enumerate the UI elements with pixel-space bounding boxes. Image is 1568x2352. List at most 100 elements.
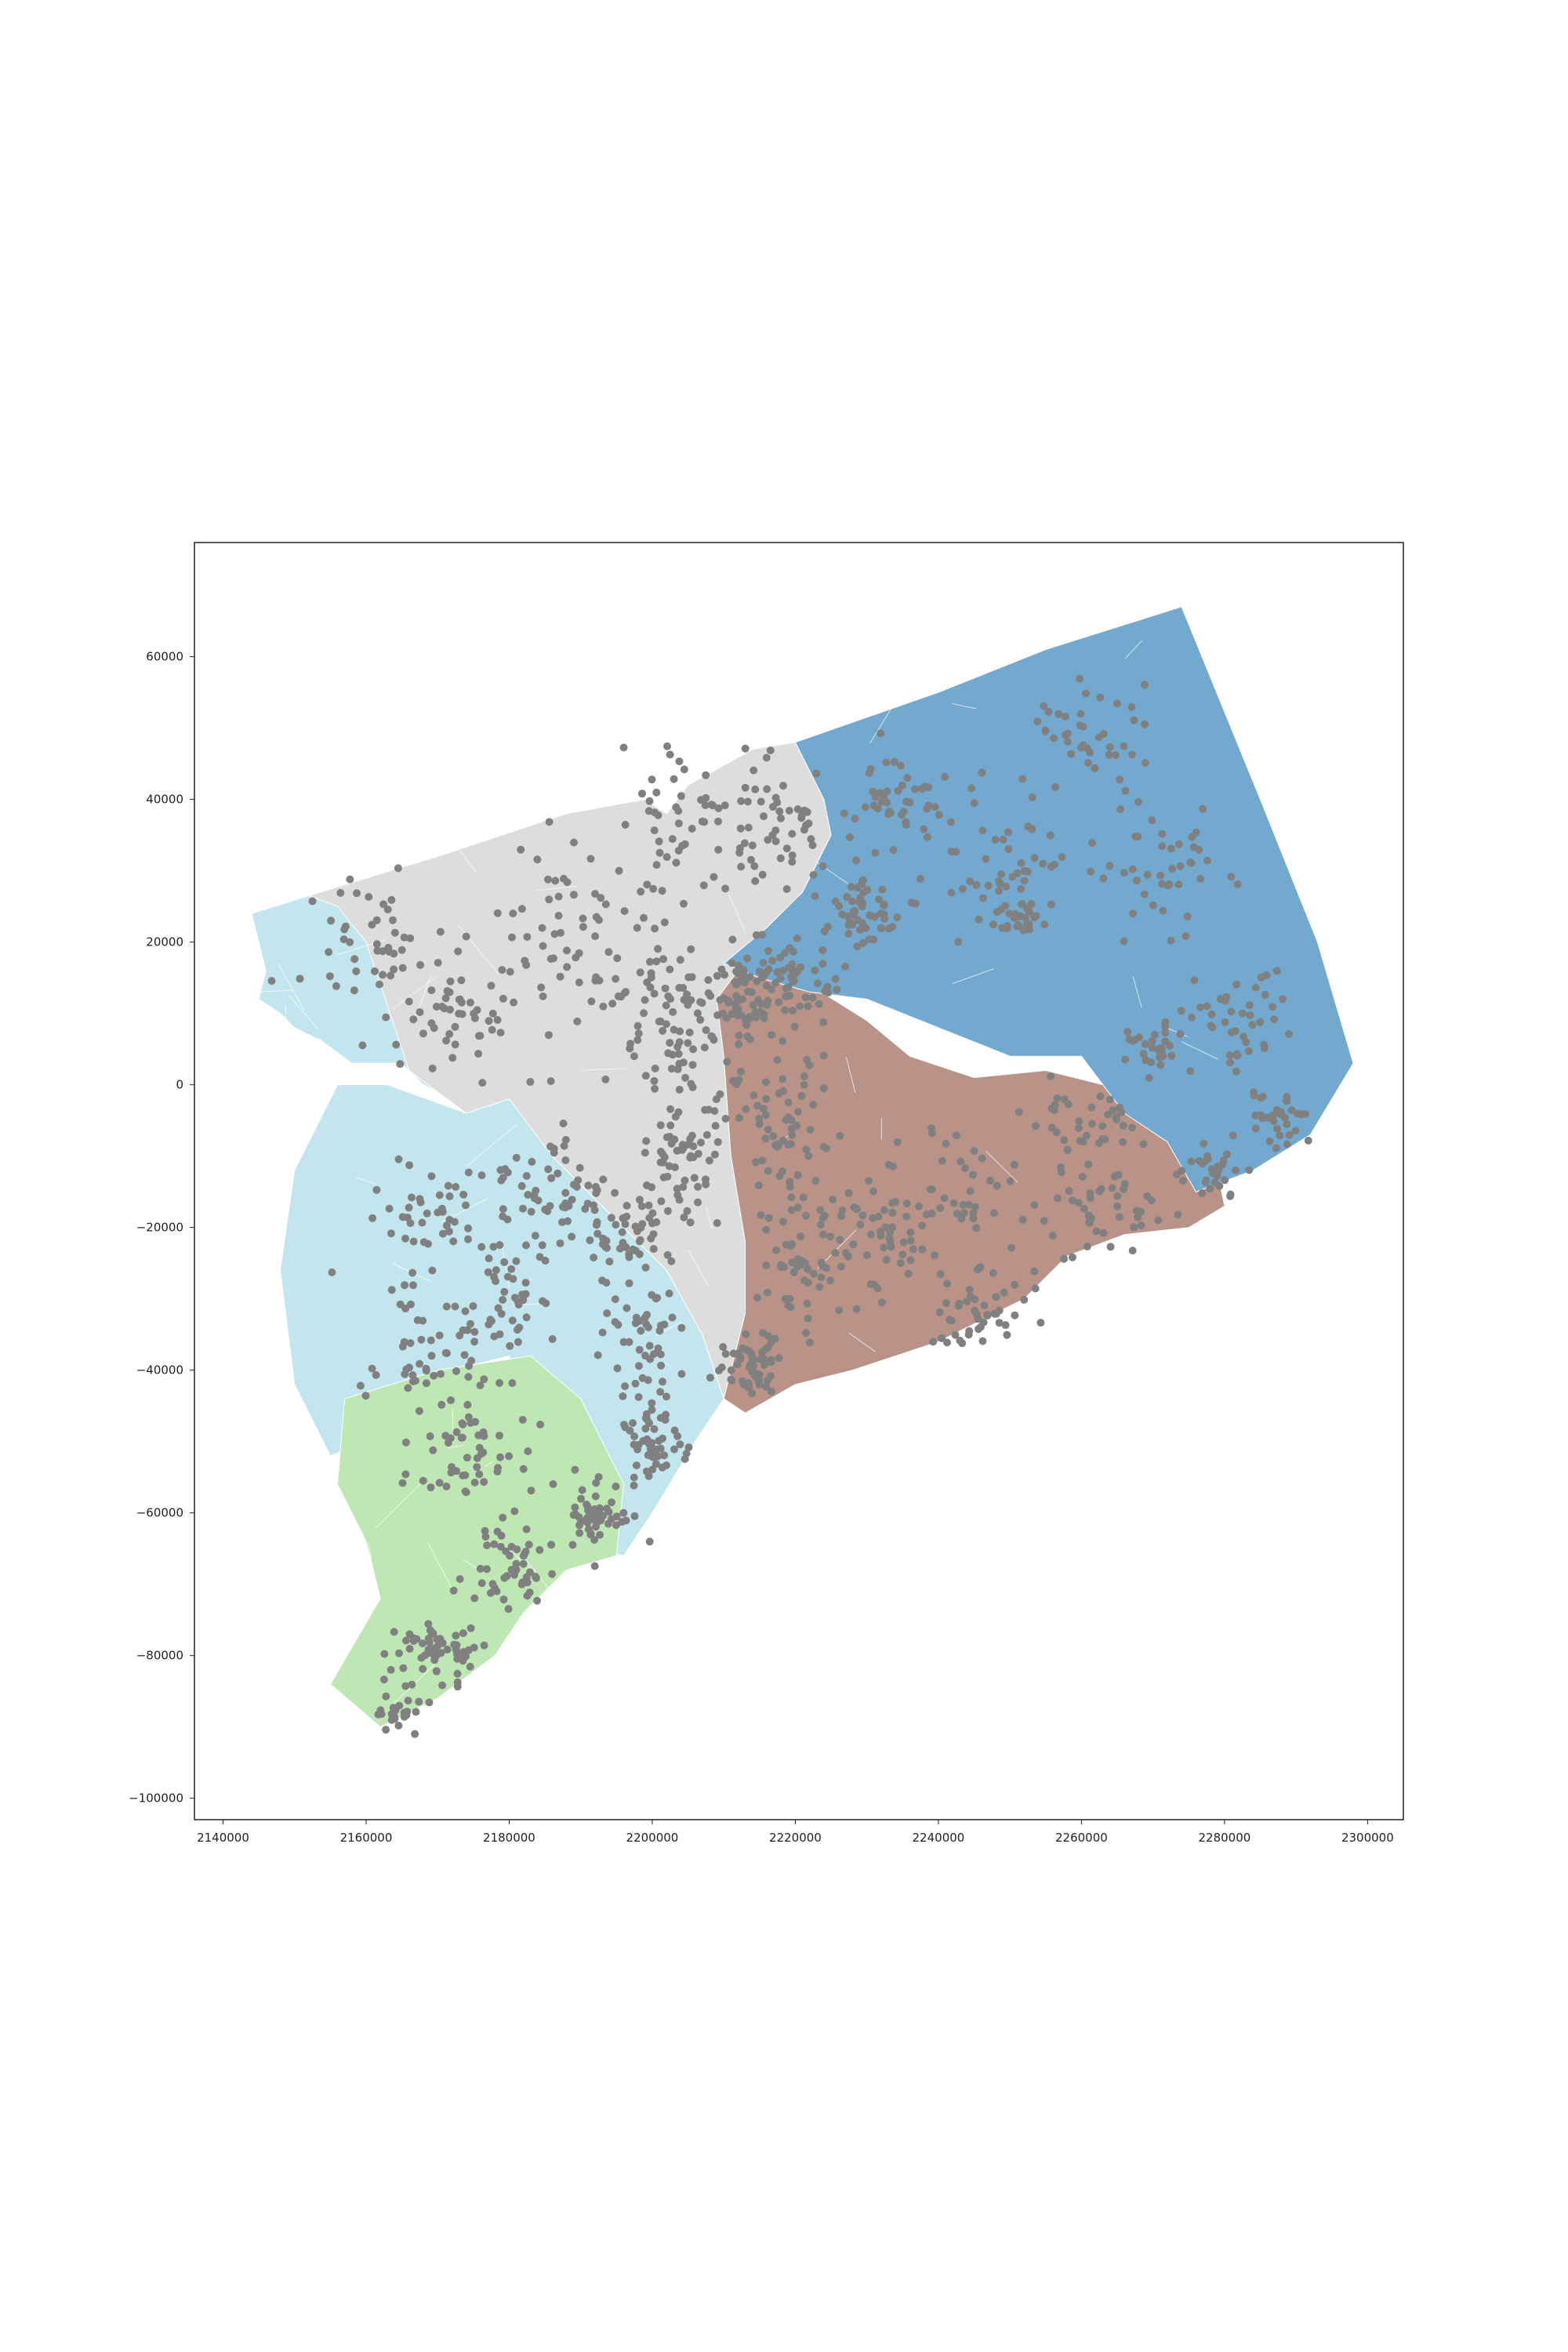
data-point — [542, 1299, 550, 1308]
data-point — [1229, 1131, 1237, 1140]
data-point — [786, 1178, 794, 1186]
data-point — [444, 1181, 452, 1190]
data-point — [508, 1379, 517, 1388]
data-point — [487, 982, 495, 990]
border-line — [373, 806, 386, 856]
data-point — [652, 788, 661, 797]
data-point — [453, 1669, 462, 1678]
data-point — [408, 1680, 416, 1689]
data-point — [442, 1221, 451, 1230]
data-point — [506, 967, 514, 976]
data-point — [546, 1142, 554, 1151]
data-point — [1108, 1184, 1116, 1192]
data-point — [676, 1027, 684, 1036]
data-point — [818, 946, 827, 954]
data-point — [1044, 707, 1053, 716]
data-point — [385, 1204, 394, 1213]
data-point — [649, 1245, 658, 1253]
data-point — [762, 1382, 771, 1391]
data-point — [548, 1570, 557, 1578]
data-point — [722, 1014, 731, 1022]
data-point — [735, 1040, 743, 1048]
data-point — [391, 1706, 400, 1715]
data-point — [1130, 716, 1138, 724]
data-point — [680, 1213, 688, 1221]
data-point — [523, 1592, 532, 1600]
data-point — [641, 1263, 650, 1272]
data-point — [641, 1313, 649, 1322]
data-point — [739, 1381, 748, 1389]
data-point — [1062, 713, 1070, 720]
data-point — [853, 942, 862, 951]
data-point — [687, 996, 695, 1004]
data-point — [1216, 995, 1225, 1004]
data-point — [655, 848, 664, 857]
data-point — [632, 1461, 641, 1470]
data-point — [833, 985, 841, 994]
data-point — [387, 895, 396, 904]
data-point — [706, 992, 715, 1000]
data-point — [630, 1432, 639, 1441]
data-point — [1133, 877, 1141, 885]
data-point — [650, 989, 659, 998]
data-point — [518, 1416, 527, 1424]
data-point — [953, 1210, 961, 1218]
data-point — [485, 1017, 493, 1025]
data-point — [1189, 843, 1198, 851]
data-point — [510, 1294, 519, 1302]
data-point — [611, 1189, 619, 1197]
data-point — [1087, 867, 1095, 876]
data-point — [927, 1185, 936, 1193]
data-point — [1047, 900, 1055, 909]
data-point — [655, 837, 663, 846]
data-point — [1067, 750, 1076, 758]
data-point — [883, 787, 891, 796]
data-point — [755, 1381, 764, 1388]
data-point — [387, 1286, 396, 1294]
data-point — [873, 1284, 882, 1293]
data-point — [817, 1273, 826, 1282]
data-point — [350, 986, 358, 995]
data-point — [612, 975, 620, 983]
data-point — [684, 1443, 693, 1452]
data-point — [561, 1136, 570, 1144]
data-point — [1087, 1120, 1096, 1128]
data-point — [1023, 905, 1032, 913]
data-point — [1095, 1187, 1104, 1196]
data-point — [1283, 1140, 1291, 1149]
y-tick-label: −100000 — [129, 1791, 183, 1806]
x-axis-ticks: 2140000 2160000 2180000 2200000 2220000 22400… — [197, 1820, 1394, 1845]
data-point — [762, 1094, 771, 1103]
data-point — [1269, 1111, 1277, 1120]
data-point — [451, 1302, 459, 1311]
data-point — [910, 785, 919, 793]
data-point — [751, 877, 760, 885]
data-point — [466, 1624, 475, 1632]
data-point — [1030, 1201, 1039, 1210]
data-point — [1115, 1103, 1123, 1112]
data-point — [757, 1210, 765, 1219]
data-point — [796, 1002, 804, 1011]
data-point — [1077, 743, 1086, 752]
data-point — [779, 1218, 787, 1226]
data-point — [661, 1416, 670, 1425]
data-point — [799, 1193, 808, 1202]
data-point — [918, 1245, 927, 1254]
data-point — [478, 1079, 487, 1087]
border-line — [985, 1150, 1018, 1183]
data-point — [1007, 1243, 1016, 1252]
data-point — [1181, 932, 1190, 941]
data-point — [405, 1203, 413, 1212]
data-point — [569, 891, 578, 899]
data-point — [702, 1025, 710, 1034]
data-point — [434, 1208, 442, 1217]
data-point — [1242, 1038, 1250, 1047]
data-point — [888, 1223, 896, 1232]
data-point — [389, 916, 397, 924]
data-point — [597, 894, 605, 902]
data-point — [877, 1232, 885, 1240]
data-point — [1195, 1157, 1203, 1165]
data-point — [587, 997, 596, 1006]
data-point — [1116, 775, 1124, 784]
data-point — [499, 994, 507, 1003]
